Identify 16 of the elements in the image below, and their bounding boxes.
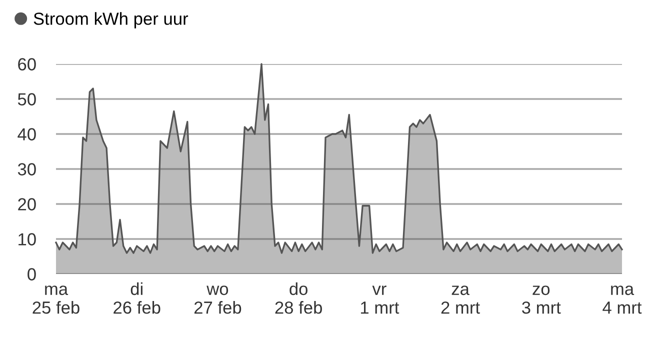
- y-tick-label: 50: [18, 93, 36, 106]
- y-tick-label: 60: [18, 58, 36, 70]
- x-tick-label: ma 25 feb: [32, 286, 80, 314]
- x-tick-label: do 28 feb: [275, 282, 322, 314]
- y-tick-label: 10: [18, 233, 36, 246]
- x-tick-label: zo 3 mrt: [522, 286, 561, 314]
- y-tick-label: 40: [18, 128, 36, 140]
- y-tick-label: 30: [18, 163, 36, 176]
- x-tick-label: ma 4 mrt: [602, 286, 642, 314]
- y-tick-label: 0: [28, 268, 36, 280]
- y-tick-label: 20: [18, 198, 36, 210]
- x-tick-label: vr 1 mrt: [360, 286, 400, 314]
- x-tick-label: wo 27 feb: [194, 286, 242, 314]
- x-tick-label: di 26 feb: [114, 282, 160, 314]
- legend-label: Stroom kWh per uur: [34, 12, 188, 28]
- x-tick-label: za 2 mrt: [441, 286, 480, 314]
